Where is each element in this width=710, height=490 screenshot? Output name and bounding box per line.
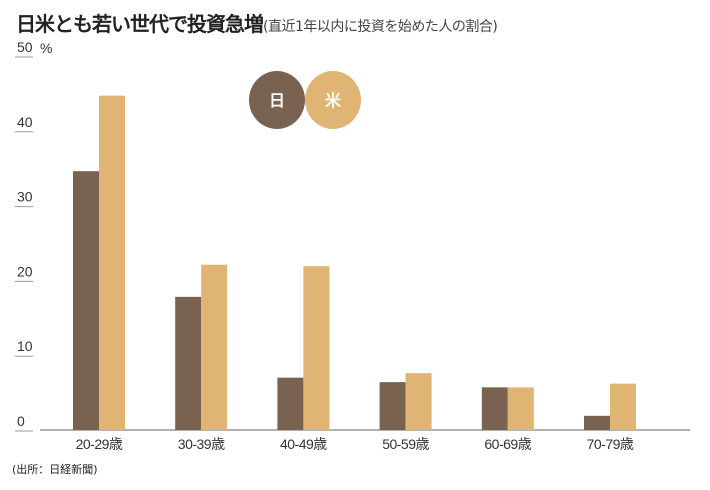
y-axis-unit: % (40, 40, 52, 56)
x-tick-label: 30-39歳 (178, 436, 225, 452)
chart-title-block: 日米とも若い世代で投資急増(直近1年以内に投資を始めた人の割合) (16, 8, 498, 37)
bar-us (507, 387, 534, 430)
x-tick-label: 20-29歳 (76, 436, 123, 452)
y-tick-label: 20 (17, 263, 33, 279)
y-tick-label: 40 (17, 114, 33, 130)
bar-japan (175, 296, 202, 430)
legend-marker-japan (249, 71, 305, 129)
y-tick-label: 50 (17, 39, 33, 55)
y-tick-label: 0 (17, 413, 25, 429)
x-tick-label: 60-69歳 (484, 436, 531, 452)
y-tick-label: 30 (17, 189, 33, 205)
bar-us (99, 95, 125, 431)
legend-label: 日 (269, 91, 285, 110)
bar-us (405, 373, 432, 430)
bar-japan (481, 387, 508, 430)
legend-label: 米 (325, 91, 342, 110)
x-tick-label: 40-49歳 (280, 436, 327, 452)
chart-subtitle: (直近1年以内に投資を始めた人の割合) (263, 19, 498, 35)
x-tick-label: 50-59歳 (382, 436, 429, 452)
bar-japan (379, 382, 406, 430)
bar-us (201, 264, 228, 430)
legend-marker-us (305, 71, 361, 129)
bar-us (610, 383, 636, 430)
bar-japan (277, 377, 304, 430)
chart-title: 日米とも若い世代で投資急増 (16, 12, 264, 36)
bar-japan (73, 171, 99, 430)
bar-us (303, 266, 330, 430)
source-note: (出所：日経新聞) (12, 463, 98, 476)
y-tick-label: 10 (17, 338, 33, 354)
x-tick-label: 70-79歳 (587, 436, 634, 452)
bar-japan (584, 415, 610, 430)
